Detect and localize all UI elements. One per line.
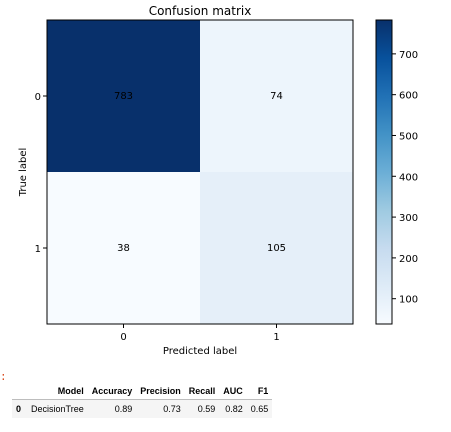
y-axis: 01 xyxy=(35,92,47,255)
colorbar-ticks: 100 200 300 400 500 600 700 xyxy=(392,50,418,306)
colorbar-tick-label: 600 xyxy=(399,91,418,102)
colorbar xyxy=(375,19,393,325)
cell-value-label-1-1: 105 xyxy=(267,243,286,254)
model-cell: DecisionTree xyxy=(31,404,84,414)
x-tick-label: 1 xyxy=(273,332,279,343)
cell-value-label-1-0: 38 xyxy=(117,243,130,254)
precision-cell: 0.73 xyxy=(163,404,181,414)
f1-cell: 0.65 xyxy=(250,404,269,414)
header-precision: Precision xyxy=(136,383,185,400)
heatmap-cell-0-0 xyxy=(47,20,200,172)
heatmap-cell-0-1 xyxy=(200,20,353,172)
colorbar-tick-label: 700 xyxy=(399,50,418,61)
output-marker: : xyxy=(0,372,7,384)
heatmap-cells xyxy=(47,20,353,324)
x-tick-label: 0 xyxy=(120,332,126,343)
row-index: 0 xyxy=(16,404,22,414)
recall-cell: 0.59 xyxy=(197,404,216,414)
header-f1: F1 xyxy=(246,383,273,400)
header-model: Model xyxy=(27,383,88,400)
metrics-header-row: Model Accuracy Precision Recall AUC F1 xyxy=(12,383,273,400)
metrics-table: Model Accuracy Precision Recall AUC F1 0… xyxy=(12,383,273,418)
y-tick-label: 1 xyxy=(35,244,41,255)
y-axis-label: True label xyxy=(18,148,29,198)
header-recall: Recall xyxy=(184,383,220,400)
heatmap-cell-labels: 783 74 38 105 xyxy=(114,91,286,254)
colorbar-tick-label: 500 xyxy=(399,131,418,142)
colorbar-tick-label: 100 xyxy=(399,295,418,306)
accuracy-cell: 0.89 xyxy=(114,404,133,414)
heatmap-cell-1-0 xyxy=(47,172,200,324)
header-auc: AUC xyxy=(219,383,247,400)
y-tick-label: 0 xyxy=(35,92,41,103)
header-index xyxy=(12,383,28,400)
table-row: 0 DecisionTree 0.89 0.73 0.59 0.82 0.65 xyxy=(12,399,273,418)
plot-frame xyxy=(46,19,354,325)
colorbar-tick-label: 400 xyxy=(399,172,418,183)
chart-title: Confusion matrix xyxy=(149,4,252,18)
auc-cell: 0.82 xyxy=(225,404,243,414)
heatmap-cell-1-1 xyxy=(200,172,353,324)
cell-value-label-0-1: 74 xyxy=(270,91,283,102)
x-axis-label: Predicted label xyxy=(163,346,237,357)
cell-value-label-0-0: 783 xyxy=(114,91,133,102)
header-accuracy: Accuracy xyxy=(87,383,137,400)
colorbar-tick-label: 300 xyxy=(399,213,418,224)
colorbar-tick-label: 200 xyxy=(399,254,418,265)
